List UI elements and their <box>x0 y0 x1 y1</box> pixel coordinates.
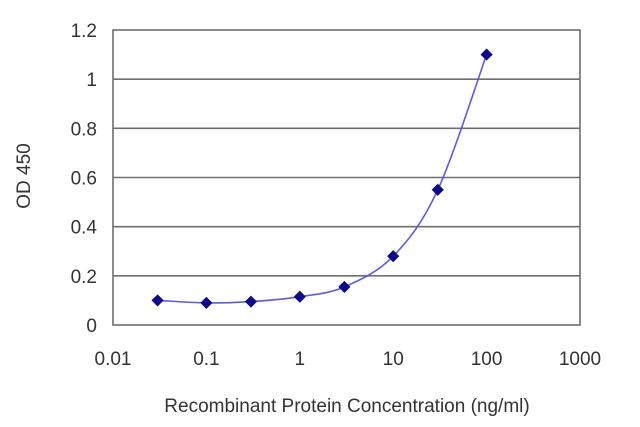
y-tick-label: 0.4 <box>71 218 98 239</box>
data-point <box>293 290 306 303</box>
x-tick-label: 1000 <box>559 349 601 370</box>
y-tick-label: 0.8 <box>71 119 97 140</box>
data-point <box>431 183 444 196</box>
data-point <box>244 295 258 308</box>
x-tick-label: 0.1 <box>193 349 219 370</box>
x-tick-labels: 0.01 0.1 1 10 100 1000 <box>95 349 602 370</box>
y-tick-label: 1.2 <box>71 21 97 42</box>
x-tick-label: 100 <box>471 349 503 370</box>
y-tick-label: 1 <box>86 70 97 91</box>
data-point <box>480 48 493 61</box>
x-tick-label: 0.01 <box>95 349 132 370</box>
fit-curve <box>157 54 488 304</box>
x-axis-title: Recombinant Protein Concentration (ng/ml… <box>164 396 529 417</box>
y-axis-title: OD 450 <box>14 143 35 208</box>
y-tick-label: 0 <box>86 316 97 337</box>
plot-frame <box>112 29 581 326</box>
y-tick-label: 0.6 <box>71 169 97 190</box>
y-tick-labels: 0 0.2 0.4 0.6 0.8 1 1.2 <box>71 21 98 337</box>
data-point <box>200 296 213 309</box>
data-points <box>151 48 493 309</box>
data-point <box>151 294 164 307</box>
data-point <box>387 250 400 263</box>
y-tick-label: 0.2 <box>71 267 97 288</box>
gridlines <box>113 78 580 277</box>
data-point <box>338 280 351 293</box>
fit-curve-layer <box>157 54 488 304</box>
x-tick-label: 10 <box>383 349 404 370</box>
x-tick-label: 1 <box>295 349 306 370</box>
